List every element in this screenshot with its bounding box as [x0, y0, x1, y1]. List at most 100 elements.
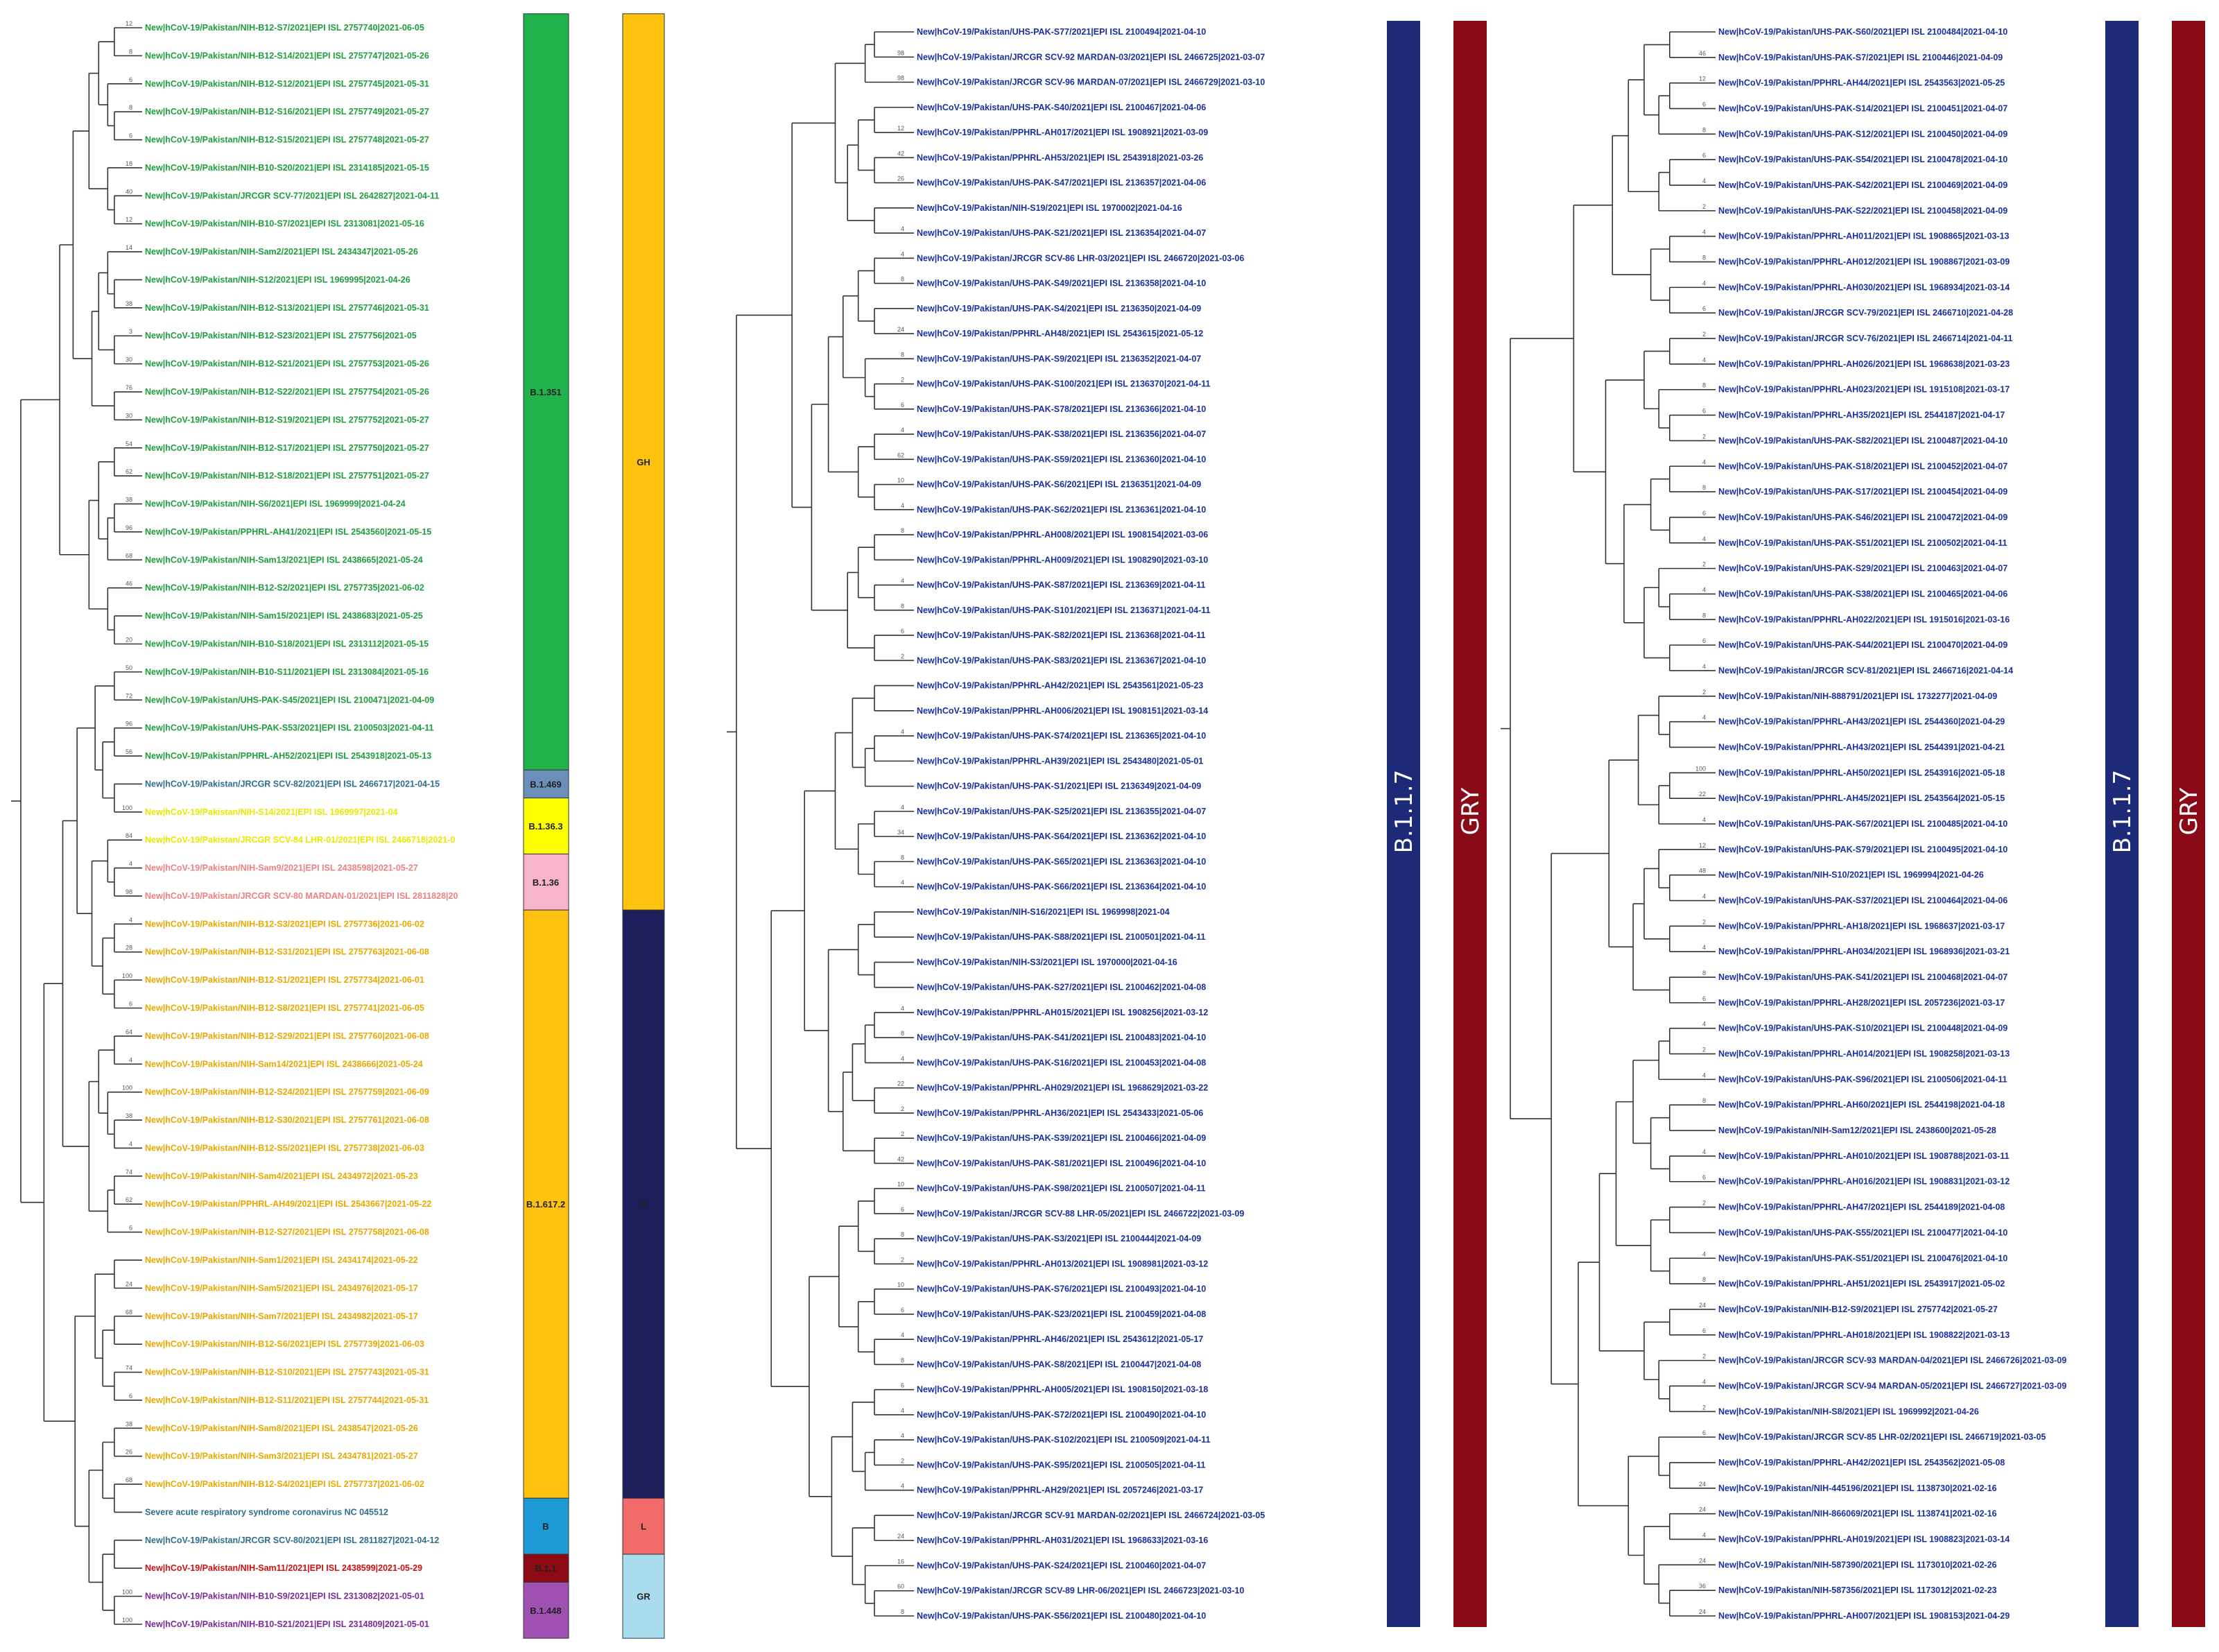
- leaf-label: New|hCoV-19/Pakistan/UHS-PAK-S44/2021|EP…: [1718, 640, 2008, 650]
- clade-bar-label: GRY: [1457, 787, 1485, 835]
- leaf-label: New|hCoV-19/Pakistan/NIH-B12-S22/2021|EP…: [145, 387, 429, 397]
- leaf-label: New|hCoV-19/Pakistan/UHS-PAK-S3/2021|EPI…: [917, 1234, 1201, 1244]
- bootstrap-value: 6: [1702, 1429, 1706, 1436]
- bootstrap-value: 4: [1702, 229, 1706, 236]
- leaf-label: New|hCoV-19/Pakistan/JRCGR SCV-88 LHR-05…: [917, 1209, 1244, 1219]
- leaf-label: New|hCoV-19/Pakistan/JRCGR SCV-82/2021|E…: [145, 779, 440, 789]
- leaf-label: New|hCoV-19/Pakistan/UHS-PAK-S21/2021|EP…: [917, 228, 1206, 238]
- bootstrap-value: 34: [897, 829, 904, 836]
- leaf-label: New|hCoV-19/Pakistan/UHS-PAK-S79/2021|EP…: [1718, 845, 2008, 854]
- leaf-label: New|hCoV-19/Pakistan/PPHRL-AH009/2021|EP…: [917, 555, 1208, 565]
- bootstrap-value: 4: [129, 1140, 132, 1147]
- lineage-label: B.1.36: [533, 877, 559, 888]
- bootstrap-value: 100: [122, 1085, 132, 1092]
- leaf-label: New|hCoV-19/Pakistan/NIH-S12/2021|EPI IS…: [145, 275, 411, 284]
- leaf-label: New|hCoV-19/Pakistan/JRCGR SCV-79/2021|E…: [1718, 308, 2013, 318]
- leaf-label: New|hCoV-19/Pakistan/PPHRL-AH45/2021|EPI…: [1718, 793, 2005, 803]
- bootstrap-value: 48: [1699, 868, 1706, 875]
- bootstrap-value: 4: [1702, 663, 1706, 670]
- bootstrap-value: 2: [1702, 1353, 1706, 1360]
- leaf-label: New|hCoV-19/Pakistan/UHS-PAK-S78/2021|EP…: [917, 404, 1206, 414]
- leaf-label: New|hCoV-19/Pakistan/NIH-B10-S21/2021|EP…: [145, 1619, 429, 1629]
- bootstrap-value: 12: [1699, 76, 1706, 83]
- leaf-label: New|hCoV-19/Pakistan/UHS-PAK-S40/2021|EP…: [917, 103, 1206, 112]
- bootstrap-value: 4: [1702, 458, 1706, 465]
- leaf-label: New|hCoV-19/Pakistan/NIH-B12-S8/2021|EPI…: [145, 1004, 424, 1013]
- leaf-label: New|hCoV-19/Pakistan/UHS-PAK-S1/2021|EPI…: [917, 782, 1201, 791]
- bootstrap-value: 24: [897, 1533, 904, 1540]
- bootstrap-value: 4: [901, 1332, 904, 1339]
- bootstrap-value: 4: [901, 1005, 904, 1012]
- leaf-label: New|hCoV-19/Pakistan/NIH-B12-S17/2021|EP…: [145, 443, 429, 453]
- clade-bar-label: GRY: [2175, 787, 2203, 835]
- bootstrap-value: 26: [897, 175, 904, 182]
- leaf-label: New|hCoV-19/Pakistan/UHS-PAK-S100/2021|E…: [917, 379, 1210, 389]
- bootstrap-value: 8: [1702, 1276, 1706, 1283]
- leaf-label: New|hCoV-19/Pakistan/NIH-B12-S7/2021|EPI…: [145, 23, 424, 33]
- bootstrap-value: 2: [901, 1105, 904, 1112]
- bootstrap-value: 4: [1702, 1021, 1706, 1028]
- bootstrap-value: 6: [129, 1225, 132, 1232]
- bootstrap-value: 96: [126, 721, 132, 728]
- leaf-label: New|hCoV-19/Pakistan/PPHRL-AH29/2021|EPI…: [917, 1486, 1203, 1495]
- bootstrap-value: 4: [901, 879, 904, 886]
- bootstrap-value: 8: [1702, 255, 1706, 261]
- bootstrap-value: 8: [1702, 382, 1706, 389]
- leaf-label: New|hCoV-19/Pakistan/PPHRL-AH44/2021|EPI…: [1718, 78, 2005, 88]
- leaf-label: New|hCoV-19/Pakistan/NIH-B12-S3/2021|EPI…: [145, 919, 424, 929]
- bootstrap-value: 4: [901, 427, 904, 433]
- leaf-label: New|hCoV-19/Pakistan/UHS-PAK-S18/2021|EP…: [1718, 461, 2008, 471]
- bootstrap-value: 6: [129, 1001, 132, 1008]
- leaf-label: New|hCoV-19/Pakistan/UHS-PAK-S81/2021|EP…: [917, 1158, 1206, 1168]
- leaf-label: New|hCoV-19/Pakistan/UHS-PAK-S14/2021|EP…: [1718, 104, 2008, 114]
- leaf-label: New|hCoV-19/Pakistan/UHS-PAK-S17/2021|EP…: [1718, 487, 2008, 497]
- bootstrap-value: 10: [897, 1181, 904, 1188]
- leaf-label: New|hCoV-19/Pakistan/PPHRL-AH52/2021|EPI…: [145, 751, 431, 761]
- leaf-label: New|hCoV-19/Pakistan/JRCGR SCV-94 MARDAN…: [1718, 1381, 2066, 1391]
- bootstrap-value: 46: [1699, 50, 1706, 57]
- bootstrap-value: 8: [129, 48, 132, 55]
- leaf-label: New|hCoV-19/Pakistan/UHS-PAK-S16/2021|EP…: [917, 1058, 1206, 1067]
- bootstrap-value: 8: [1702, 484, 1706, 491]
- leaf-label: New|hCoV-19/Pakistan/PPHRL-AH53/2021|EPI…: [917, 153, 1203, 162]
- clade-band: [622, 1497, 665, 1555]
- leaf-label: New|hCoV-19/Pakistan/UHS-PAK-S39/2021|EP…: [917, 1133, 1206, 1143]
- leaf-label: New|hCoV-19/Pakistan/PPHRL-AH010/2021|EP…: [1718, 1151, 2010, 1161]
- lineage-band: [523, 769, 569, 799]
- bootstrap-value: 46: [126, 580, 132, 587]
- clade-bar: [1387, 21, 1420, 1627]
- bootstrap-value: 4: [901, 728, 904, 735]
- leaf-label: New|hCoV-19/Pakistan/UHS-PAK-S96/2021|EP…: [1718, 1074, 2008, 1084]
- clade-bar: [1453, 21, 1487, 1627]
- leaf-label: New|hCoV-19/Pakistan/UHS-PAK-S82/2021|EP…: [1718, 436, 2008, 445]
- bootstrap-value: 6: [1702, 305, 1706, 312]
- leaf-label: New|hCoV-19/Pakistan/UHS-PAK-S45/2021|EP…: [145, 695, 434, 705]
- bootstrap-value: 16: [897, 1558, 904, 1565]
- bootstrap-value: 2: [901, 1457, 904, 1464]
- leaf-label: New|hCoV-19/Pakistan/UHS-PAK-S47/2021|EP…: [917, 178, 1206, 188]
- bootstrap-value: 28: [126, 945, 132, 952]
- leaf-label: New|hCoV-19/Pakistan/NIH-B12-S4/2021|EPI…: [145, 1479, 424, 1489]
- bootstrap-value: 2: [1702, 1404, 1706, 1411]
- lineage-label: B: [542, 1522, 549, 1532]
- leaf-label: New|hCoV-19/Pakistan/JRCGR SCV-89 LHR-06…: [917, 1586, 1244, 1596]
- bootstrap-value: 6: [1702, 510, 1706, 517]
- bootstrap-value: 8: [901, 854, 904, 861]
- bootstrap-value: 38: [126, 497, 132, 504]
- bootstrap-value: 4: [1702, 586, 1706, 593]
- bootstrap-value: 8: [1702, 126, 1706, 133]
- leaf-label: New|hCoV-19/Pakistan/PPHRL-AH007/2021|EP…: [1718, 1611, 2010, 1621]
- leaf-label: Severe acute respiratory syndrome corona…: [145, 1507, 388, 1517]
- bootstrap-value: 12: [126, 216, 132, 223]
- lineage-label: B.1.351: [530, 387, 562, 397]
- leaf-label: New|hCoV-19/Pakistan/NIH-Sam3/2021|EPI I…: [145, 1452, 418, 1461]
- leaf-label: New|hCoV-19/Pakistan/UHS-PAK-S41/2021|EP…: [1718, 972, 2008, 982]
- bootstrap-value: 12: [1699, 842, 1706, 849]
- bootstrap-value: 4: [901, 1055, 904, 1062]
- leaf-label: New|hCoV-19/Pakistan/JRCGR SCV-84 LHR-01…: [145, 835, 455, 845]
- clade-bar-label: B.1.1.7: [2109, 770, 2136, 854]
- leaf-label: New|hCoV-19/Pakistan/JRCGR SCV-77/2021|E…: [145, 191, 439, 200]
- bootstrap-value: 8: [901, 1030, 904, 1037]
- clade-bar: [2105, 21, 2139, 1627]
- leaf-label: New|hCoV-19/Pakistan/NIH-Sam12/2021|EPI …: [1718, 1126, 1996, 1135]
